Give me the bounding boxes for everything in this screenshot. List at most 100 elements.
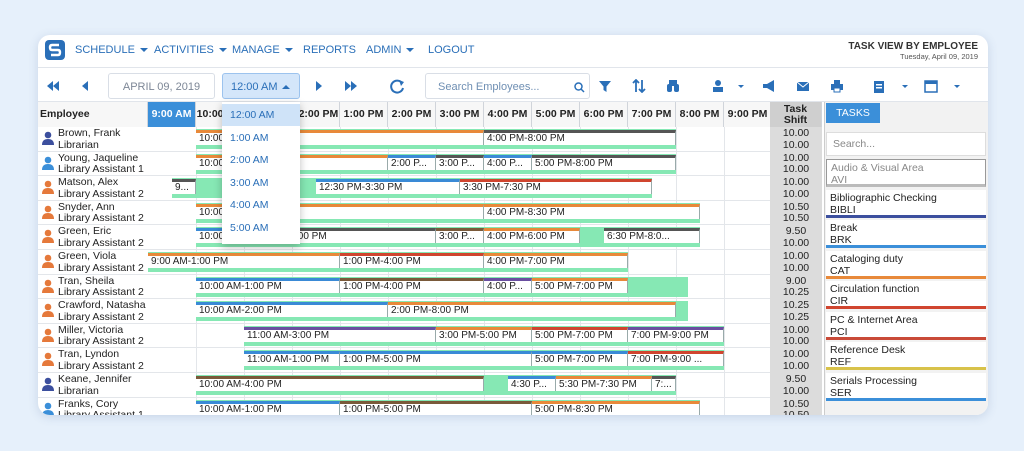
menu-option[interactable]: 4:00 AM	[230, 199, 269, 212]
shift-block[interactable]: 3:30 PM-7:30 PM	[460, 179, 652, 195]
prev-button[interactable]	[78, 79, 92, 93]
shift-block[interactable]: 10:00 AM-1:00 PM	[196, 400, 340, 415]
task-hours: 9.50	[785, 373, 807, 385]
shift-block[interactable]: 2:00 P...	[388, 154, 436, 170]
employee-name: Miller, Victoria	[58, 324, 124, 336]
shift-block[interactable]: 2:00 PM-8:00 PM	[388, 302, 676, 318]
assign-button[interactable]	[710, 79, 746, 93]
shift-block[interactable]: 10:00 AM-4:00 PM	[196, 376, 484, 391]
divider	[38, 67, 988, 68]
nav-link[interactable]: SCHEDULE	[75, 44, 148, 56]
nav-label: REPORTS	[303, 44, 356, 56]
menu-option[interactable]: 12:00 AM	[222, 104, 300, 126]
employee: Keane, Jennifer Librarian	[38, 374, 148, 397]
calendar-button[interactable]	[924, 79, 964, 93]
caret	[139, 48, 148, 53]
refresh-button[interactable]	[388, 77, 406, 95]
employee-name: Keane, Jennifer	[58, 374, 132, 385]
employee-name: Brown, Frank	[58, 128, 121, 139]
shift-block[interactable]: :00 PM	[292, 228, 436, 244]
nav-link[interactable]: ACTIVITIES	[154, 44, 227, 56]
shift-block[interactable]: 5:00 PM-8:30 PM	[532, 400, 700, 415]
shift-hours: 10.25	[782, 310, 810, 323]
shift-block[interactable]: 12:30 PM-3:30 PM	[316, 179, 460, 195]
shift-block[interactable]: 5:30 PM-7:30 PM	[556, 376, 652, 391]
shift-header: Shift	[783, 113, 808, 126]
shift-block[interactable]: 1:00 PM-4:00 PM	[340, 253, 484, 268]
shift-hours: 10.00	[782, 359, 810, 372]
shift-block[interactable]: 4:00 PM-6:00 PM	[484, 228, 580, 244]
nav-link[interactable]: REPORTS	[303, 44, 356, 56]
shift-block[interactable]: 10:00 AM-2:00 PM	[196, 302, 388, 318]
shift-block[interactable]: 1:00 PM-5:00 PM	[340, 351, 532, 367]
employee: Snyder, Ann Library Assistant 2	[38, 202, 148, 225]
shift-block[interactable]: 5:00 PM-7:00 PM	[532, 351, 628, 367]
last-button[interactable]	[344, 79, 358, 93]
shift-block[interactable]: 3:00 P...	[436, 154, 484, 170]
menu-option[interactable]: 3:00 AM	[230, 176, 269, 189]
shift-block[interactable]: 11:00 AM-3:00 PM	[244, 326, 436, 342]
employee-search[interactable]: Search Employees...	[425, 73, 590, 99]
shift-block[interactable]: 4:00 PM-8:00 PM	[484, 130, 676, 145]
task-item[interactable]: Serials Processing SER	[826, 372, 986, 401]
shift-block[interactable]: 4:00 PM-8:30 PM	[484, 203, 700, 219]
shift-hours: 10.00	[782, 384, 810, 397]
first-button[interactable]	[46, 79, 60, 93]
shift-block[interactable]: 4:00 P...	[484, 154, 532, 170]
caret	[218, 48, 227, 53]
clipboard-button[interactable]	[872, 79, 912, 93]
task-name: Audio & Visual Area	[831, 162, 924, 174]
shift-block[interactable]: 4:30 P...	[508, 376, 556, 391]
tasks-tab[interactable]: TASKS	[826, 103, 880, 123]
menu-option[interactable]: 5:00 AM	[230, 222, 269, 234]
shift-block[interactable]: 6:30 PM-8:0...	[604, 228, 700, 244]
shift-block[interactable]: 11:00 AM-1:00 PM	[244, 351, 340, 367]
shift-block[interactable]: 9...	[172, 179, 196, 195]
next-button[interactable]	[312, 79, 326, 93]
totals: 9.50 10.00	[770, 373, 822, 399]
nav-link[interactable]: MANAGE	[232, 44, 293, 56]
shift-block[interactable]: 3:00 PM-5:00 PM	[436, 326, 532, 342]
task-code: BRK	[830, 234, 852, 246]
task-item[interactable]: Bibliographic Checking BIBLI	[826, 189, 986, 218]
shift-block[interactable]: 1:00 PM-5:00 PM	[340, 400, 532, 415]
task-item[interactable]: Cataloging duty CAT	[826, 250, 986, 279]
shift-block[interactable]: 4:00 P...	[484, 277, 532, 293]
menu-option[interactable]: 1:00 AM	[230, 131, 269, 144]
email-button[interactable]	[796, 79, 810, 93]
task-name: PC & Internet Area	[830, 313, 918, 326]
filter-button[interactable]	[598, 79, 612, 93]
announce-button[interactable]	[762, 79, 776, 93]
find-button[interactable]	[666, 79, 680, 93]
task-item[interactable]: PC & Internet Area PCI	[826, 311, 986, 340]
shift-block[interactable]: 1:00 PM-4:00 PM	[340, 277, 484, 293]
task-search[interactable]: Search...	[826, 132, 986, 156]
print-button[interactable]	[830, 79, 844, 93]
row-line	[38, 199, 822, 201]
shift-hours: 10.25	[782, 286, 810, 299]
sort-button[interactable]	[632, 79, 646, 93]
shift-block[interactable]: 7:00 PM-9:00 PM	[628, 326, 724, 342]
employee-role: Library Assistant 1	[58, 163, 144, 176]
time-picker[interactable]: 12:00 AM	[222, 73, 300, 99]
shift-block[interactable]: 5:00 PM-7:00 PM	[532, 326, 628, 342]
employee-name: Franks, Cory	[58, 398, 119, 410]
task-item[interactable]: Reference Desk REF	[826, 342, 986, 370]
shift-block[interactable]: 5:00 PM-7:00 PM	[532, 277, 628, 293]
caret	[282, 85, 290, 89]
shift-block[interactable]: 9:00 AM-1:00 PM	[148, 253, 340, 268]
shift-block[interactable]: 4:00 PM-7:00 PM	[484, 253, 628, 268]
task-item[interactable]: Circulation function CIR	[826, 281, 986, 309]
shift-block[interactable]: 7:...	[652, 376, 676, 391]
nav-link[interactable]: ADMIN	[366, 44, 415, 56]
shift-block[interactable]: 7:00 PM-9:00 ...	[628, 351, 724, 367]
employee-role: Library Assistant 2	[58, 310, 144, 323]
shift-block[interactable]: 10:00 AM-1:00 PM	[196, 277, 340, 293]
task-item[interactable]: Break BRK	[826, 220, 986, 248]
shift-block[interactable]: 3:00 P...	[436, 228, 484, 244]
date-picker[interactable]: APRIL 09, 2019	[108, 73, 215, 99]
menu-option[interactable]: 2:00 AM	[230, 154, 269, 167]
nav-link[interactable]: LOGOUT	[428, 44, 474, 56]
shift-block[interactable]: 5:00 PM-8:00 PM	[532, 154, 676, 170]
task-item[interactable]: Audio & Visual Area AVI	[826, 159, 986, 187]
